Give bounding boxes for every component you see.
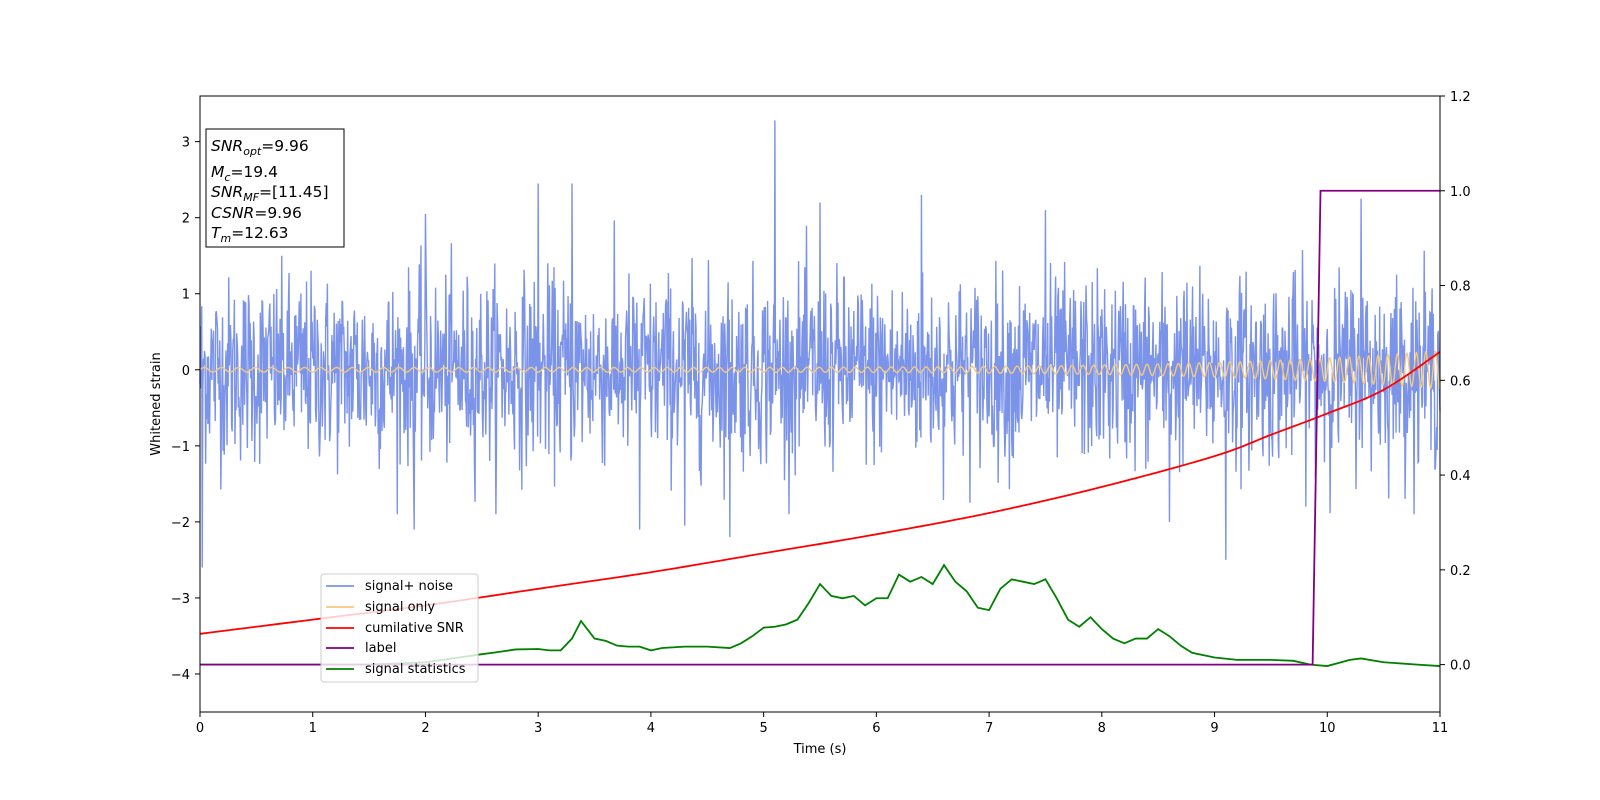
annotation-snr-mf-subscript: MF (243, 191, 259, 204)
annotation-mc-value: =19.4 (230, 163, 278, 181)
annotation-tm-value: =12.63 (231, 224, 288, 242)
annotation-snr-opt-value: =9.96 (261, 137, 309, 155)
y-tick-label: 0 (182, 364, 190, 379)
stats-annotation: SNRopt=9.96 Mc=19.4 SNRMF=[11.45] CSNR=9… (205, 128, 345, 248)
annotation-mc-subscript: c (224, 171, 230, 184)
axis-ticks: 0 1 2 3 4 5 6 7 8 9 10 11 −4 −3 −2 −1 0 1 2 3 0.0 0.2 0.4 0.6 0.… (171, 90, 1471, 736)
legend-label-signal-only: signal only (365, 600, 435, 615)
series-signal-statistics-line (200, 563, 1441, 667)
x-tick-label: 2 (421, 721, 429, 736)
y-tick-label: −2 (171, 516, 190, 531)
legend-label-cumulative-snr: cumilative SNR (365, 621, 464, 636)
x-axis-label: Time (s) (793, 742, 847, 757)
x-tick-label: 0 (196, 721, 204, 736)
y-right-tick-label: 0.4 (1450, 469, 1471, 484)
annotation-snr-mf-value: =[11.45] (259, 183, 328, 201)
y-tick-label: −1 (171, 440, 190, 455)
annotation-snr-opt: SNRopt=9.96 (211, 137, 309, 158)
plot-frame (199, 95, 1441, 713)
annotation-tm-symbol: T (211, 224, 222, 242)
annotation-tm-subscript: m (220, 232, 231, 245)
legend-label-label: label (365, 641, 396, 656)
x-tick-label: 1 (309, 721, 317, 736)
annotation-mc-symbol: M (211, 163, 224, 181)
annotation-snr-mf: SNRMF=[11.45] (211, 183, 329, 204)
y-axis-label: Whitened strain (149, 352, 164, 455)
x-tick-label: 6 (872, 721, 880, 736)
y-right-tick-label: 0.0 (1450, 659, 1471, 674)
annotation-snr-opt-symbol: SNR (211, 137, 243, 155)
annotation-csnr: CSNR=9.96 (211, 204, 302, 222)
y-tick-label: 1 (182, 288, 190, 303)
x-tick-label: 10 (1319, 721, 1336, 736)
y-tick-label: 2 (182, 212, 190, 227)
x-tick-label: 8 (1098, 721, 1106, 736)
legend: signal+ noise signal only cumilative SNR… (320, 573, 479, 683)
x-tick-label: 9 (1210, 721, 1218, 736)
annotation-csnr-value: =9.96 (254, 204, 302, 222)
x-tick-label: 4 (647, 721, 655, 736)
annotation-snr-opt-subscript: opt (243, 145, 262, 158)
y-right-tick-label: 1.2 (1450, 90, 1471, 105)
y-tick-label: 3 (182, 136, 190, 151)
y-right-tick-label: 1.0 (1450, 185, 1471, 200)
series-signal-noise-line (199, 120, 1441, 568)
annotation-mc: Mc=19.4 (211, 163, 278, 184)
x-tick-label: 7 (985, 721, 993, 736)
y-tick-label: −4 (171, 668, 190, 683)
series-label-line (200, 189, 1440, 666)
x-tick-label: 3 (534, 721, 542, 736)
x-tick-label: 11 (1432, 721, 1449, 736)
y-right-tick-label: 0.8 (1450, 280, 1471, 295)
x-tick-label: 5 (759, 721, 767, 736)
legend-box (320, 573, 479, 683)
legend-label-signal-noise: signal+ noise (365, 579, 453, 594)
annotation-snr-mf-symbol: SNR (211, 183, 243, 201)
y-right-tick-label: 0.2 (1450, 564, 1471, 579)
y-tick-label: −3 (171, 592, 190, 607)
annotation-box (205, 128, 345, 248)
annotation-tm: Tm=12.63 (211, 224, 289, 245)
legend-label-signal-statistics: signal statistics (365, 662, 466, 677)
y-right-tick-label: 0.6 (1450, 374, 1471, 389)
annotation-csnr-symbol: CSNR (211, 204, 254, 222)
series-signal-only-line (199, 350, 1441, 390)
